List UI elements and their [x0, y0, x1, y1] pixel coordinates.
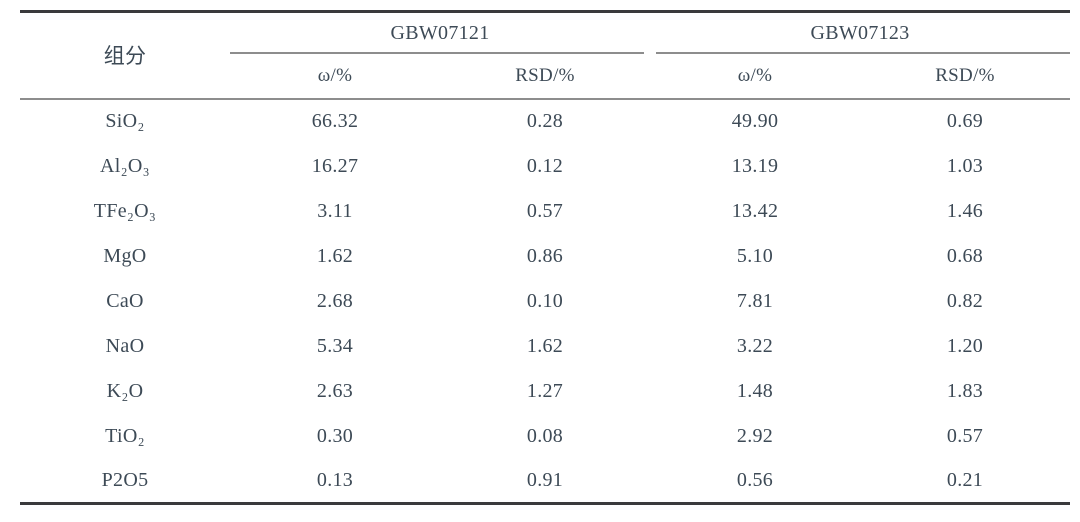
- table-row: P2O5 0.13 0.91 0.56 0.21: [20, 459, 1070, 504]
- table-row: NaO 5.34 1.62 3.22 1.20: [20, 324, 1070, 369]
- table-row: K₂O 2.63 1.27 1.48 1.83: [20, 369, 1070, 414]
- cell-value: 13.42: [731, 199, 779, 222]
- group-header-gbw07121: GBW07121: [230, 12, 650, 54]
- cell-value: 1.62: [526, 334, 564, 357]
- column-header-component: 组分: [20, 11, 230, 100]
- row-component: K₂O: [106, 379, 144, 402]
- table-row: TiO₂ 0.30 0.08 2.92 0.57: [20, 414, 1070, 459]
- cell-value: 0.28: [526, 110, 564, 132]
- table-header: 组分 GBW07121 GBW07123 ω/% RSD/% ω/% RSD/%: [20, 11, 1070, 100]
- group-header-row: 组分 GBW07121 GBW07123: [20, 11, 1070, 100]
- cell-value: 1.27: [526, 379, 564, 402]
- cell-value: 0.69: [946, 110, 984, 132]
- group-header-gbw07123: GBW07123: [650, 12, 1070, 54]
- cell-value: 0.68: [946, 244, 984, 267]
- row-component: CaO: [106, 289, 144, 312]
- row-component: MgO: [103, 244, 147, 267]
- cell-value: 13.19: [731, 154, 779, 177]
- table-body: SiO₂ 66.32 0.28 49.90 0.69 Al₂O₃ 16.27 0…: [20, 99, 1070, 504]
- table-row: Al₂O₃ 16.27 0.12 13.19 1.03: [20, 144, 1070, 189]
- row-component: TiO₂: [105, 424, 145, 447]
- cell-value: 3.22: [736, 334, 774, 357]
- cell-value: 0.12: [526, 154, 564, 177]
- cell-value: 1.20: [946, 334, 984, 357]
- cell-value: 1.46: [946, 199, 984, 222]
- cell-value: 2.92: [736, 424, 774, 447]
- table-row: CaO 2.68 0.10 7.81 0.82: [20, 279, 1070, 324]
- column-header-rsd1: RSD/%: [440, 53, 650, 100]
- cell-value: 1.03: [946, 154, 984, 177]
- table-row: TFe₂O₃ 3.11 0.57 13.42 1.46: [20, 189, 1070, 234]
- cell-value: 0.86: [526, 244, 564, 267]
- cell-value: 0.21: [946, 468, 984, 491]
- column-header-w2: ω/%: [650, 53, 860, 100]
- cell-value: 0.57: [946, 424, 984, 447]
- column-header-rsd2: RSD/%: [860, 53, 1070, 100]
- column-header-w1: ω/%: [230, 53, 440, 100]
- cell-value: 7.81: [736, 289, 774, 312]
- row-component: SiO₂: [105, 110, 145, 132]
- cell-value: 0.10: [526, 289, 564, 312]
- table-row: SiO₂ 66.32 0.28 49.90 0.69: [20, 99, 1070, 144]
- cell-value: 2.68: [316, 289, 354, 312]
- cell-value: 3.11: [317, 199, 353, 222]
- cell-value: 0.82: [946, 289, 984, 312]
- cell-value: 16.27: [311, 154, 359, 177]
- composition-table: 组分 GBW07121 GBW07123 ω/% RSD/% ω/% RSD/%…: [20, 10, 1070, 505]
- cell-value: 0.30: [316, 424, 354, 447]
- subheader-row: ω/% RSD/% ω/% RSD/%: [20, 53, 1070, 100]
- cell-value: 0.56: [736, 468, 774, 491]
- row-component: TFe₂O₃: [93, 199, 157, 222]
- cell-value: 0.91: [526, 468, 564, 491]
- cell-value: 49.90: [731, 110, 779, 132]
- cell-value: 5.34: [316, 334, 354, 357]
- cell-value: 0.08: [526, 424, 564, 447]
- cell-value: 1.62: [316, 244, 354, 267]
- cell-value: 5.10: [736, 244, 774, 267]
- row-component: P2O5: [101, 468, 149, 491]
- table-row: MgO 1.62 0.86 5.10 0.68: [20, 234, 1070, 279]
- cell-value: 2.63: [316, 379, 354, 402]
- row-component: NaO: [105, 334, 145, 357]
- cell-value: 0.57: [526, 199, 564, 222]
- cell-value: 0.13: [316, 468, 354, 491]
- cell-value: 1.83: [946, 379, 984, 402]
- cell-value: 1.48: [736, 379, 774, 402]
- row-component: Al₂O₃: [100, 154, 150, 177]
- cell-value: 66.32: [311, 110, 359, 132]
